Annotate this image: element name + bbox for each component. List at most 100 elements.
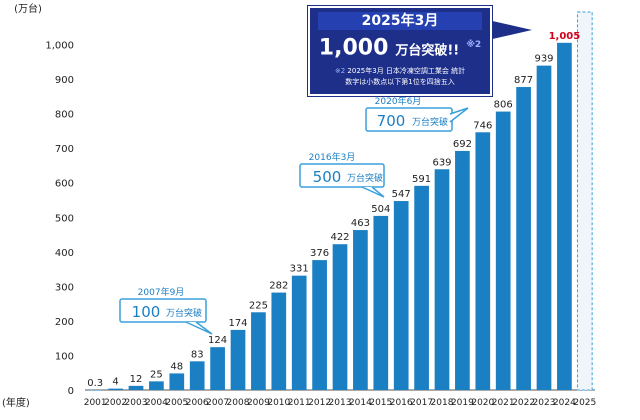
callout-100-pointer xyxy=(185,321,213,335)
callout-500-box xyxy=(299,163,385,188)
callout-500-value: 500 xyxy=(313,168,342,186)
bar-2007 xyxy=(210,347,225,390)
x-tick-label-2001: 2001 xyxy=(84,398,107,408)
x-tick-label-2019: 2019 xyxy=(451,398,474,408)
x-tick-label-2012: 2012 xyxy=(308,398,331,408)
data-label-2021: 806 xyxy=(494,100,513,111)
milestone-banner: 2025年3月 1,000 万台突破!! ※2 ※2 2025年3月 日本冷凍空… xyxy=(308,6,492,96)
x-tick-label-2008: 2008 xyxy=(227,398,250,408)
x-tick-label-2024: 2024 xyxy=(553,398,576,408)
callout-700: 2020年6月 700 万台突破 xyxy=(365,95,469,132)
callout-500-date: 2016年3月 xyxy=(309,151,356,163)
x-axis-unit-label: (年度) xyxy=(2,396,30,409)
data-label-2011: 331 xyxy=(290,264,309,275)
bar-2008 xyxy=(230,329,246,390)
x-tick-label-2013: 2013 xyxy=(329,398,352,408)
data-label-2010: 282 xyxy=(269,281,288,292)
data-label-2004: 25 xyxy=(150,369,163,380)
placeholder-bar-2025 xyxy=(576,11,593,391)
data-label-2013: 422 xyxy=(330,232,349,243)
data-label-2014: 463 xyxy=(351,218,370,229)
x-tick-label-2011: 2011 xyxy=(288,398,311,408)
x-tick-label-2007: 2007 xyxy=(206,398,229,408)
y-tick-label: 1,000 xyxy=(45,41,74,52)
x-tick-label-2021: 2021 xyxy=(492,398,515,408)
x-tick-label-2023: 2023 xyxy=(533,398,556,408)
banner-headline: 1,000 万台突破!! ※2 xyxy=(310,32,490,65)
callout-100-date: 2007年9月 xyxy=(138,286,185,298)
y-tick-label: 700 xyxy=(55,144,74,155)
x-tick-label-2015: 2015 xyxy=(369,398,392,408)
y-axis-ticks: 0 100 200 300 400 500 600 700 800 900 1,000 xyxy=(45,41,74,397)
bar-2005 xyxy=(169,373,185,390)
data-label-2020: 746 xyxy=(473,120,492,131)
bar-2024 xyxy=(557,42,572,391)
data-label-2003: 12 xyxy=(130,374,143,385)
bar-2017 xyxy=(414,185,429,390)
x-tick-label-2004: 2004 xyxy=(145,398,168,408)
x-axis-ticks: 2001200220032004200520062007200820092010… xyxy=(84,398,597,408)
x-tick-label-2010: 2010 xyxy=(267,398,290,408)
bar-2023 xyxy=(536,65,552,391)
bar-2011 xyxy=(291,275,307,390)
bar-2002 xyxy=(108,388,123,390)
placeholder-bar-2025 xyxy=(576,11,593,391)
callout-700-unit: 万台突破 xyxy=(412,116,448,128)
y-tick-label: 400 xyxy=(55,248,74,259)
data-labels: 0.3 4 12 2548831241742252823313764224635045… xyxy=(87,31,580,389)
callout-700-value: 700 xyxy=(377,112,406,130)
callout-700-date: 2020年6月 xyxy=(375,95,422,107)
data-label-2006: 83 xyxy=(191,349,204,360)
callout-500: 2016年3月 500 万台突破 xyxy=(299,151,385,198)
data-label-2018: 639 xyxy=(432,157,451,168)
callout-100-unit: 万台突破 xyxy=(166,307,202,319)
banner-source-line2: 数字は小数点以下第1位を四捨五入 xyxy=(345,77,455,86)
x-tick-label-2025: 2025 xyxy=(573,398,596,408)
y-tick-label: 900 xyxy=(55,75,74,86)
callout-500-pointer xyxy=(361,186,385,198)
callout-100: 2007年9月 100 万台突破 xyxy=(119,286,213,335)
data-label-2019: 692 xyxy=(453,139,472,150)
y-axis-unit-label: (万台) xyxy=(14,2,42,15)
data-label-2024: 1,005 xyxy=(549,31,581,42)
x-tick-label-2009: 2009 xyxy=(247,398,270,408)
x-tick-label-2016: 2016 xyxy=(390,398,413,408)
data-label-2001: 0.3 xyxy=(87,378,103,389)
bar-2013 xyxy=(332,244,348,390)
y-tick-label: 800 xyxy=(55,110,74,121)
data-label-2002: 4 xyxy=(112,377,118,388)
data-label-2008: 174 xyxy=(228,318,247,329)
x-tick-label-2014: 2014 xyxy=(349,398,372,408)
banner-unit: 万台突破!! xyxy=(395,43,460,59)
y-tick-label: 0 xyxy=(68,386,74,397)
bar-2012 xyxy=(312,260,327,390)
callout-500-unit: 万台突破 xyxy=(347,172,383,184)
bar-2009 xyxy=(251,312,266,390)
x-tick-label-2002: 2002 xyxy=(104,398,127,408)
banner-source-mark: ※2 xyxy=(334,66,346,75)
data-label-2005: 48 xyxy=(170,361,183,372)
y-tick-label: 300 xyxy=(55,282,74,293)
bar-2004 xyxy=(149,381,164,390)
x-tick-label-2003: 2003 xyxy=(125,398,148,408)
x-tick-label-2017: 2017 xyxy=(410,398,433,408)
bar-2022 xyxy=(516,87,531,390)
banner-value: 1,000 xyxy=(318,35,389,61)
data-label-2023: 939 xyxy=(534,54,553,65)
banner-pointer xyxy=(488,20,532,40)
data-label-2022: 877 xyxy=(514,75,533,86)
banner-title: 2025年3月 xyxy=(318,12,482,30)
callout-700-pointer xyxy=(449,107,469,123)
bar-2021 xyxy=(495,111,511,391)
banner-note-mark: ※2 xyxy=(466,40,482,50)
x-tick-label-2022: 2022 xyxy=(512,398,535,408)
x-tick-label-2005: 2005 xyxy=(165,398,188,408)
y-tick-label: 100 xyxy=(55,351,74,362)
data-label-2017: 591 xyxy=(412,174,431,185)
data-label-2016: 547 xyxy=(392,189,411,200)
bar-2020 xyxy=(475,132,491,391)
y-tick-label: 600 xyxy=(55,179,74,190)
bar-2019 xyxy=(455,150,470,390)
data-label-2009: 225 xyxy=(249,300,268,311)
